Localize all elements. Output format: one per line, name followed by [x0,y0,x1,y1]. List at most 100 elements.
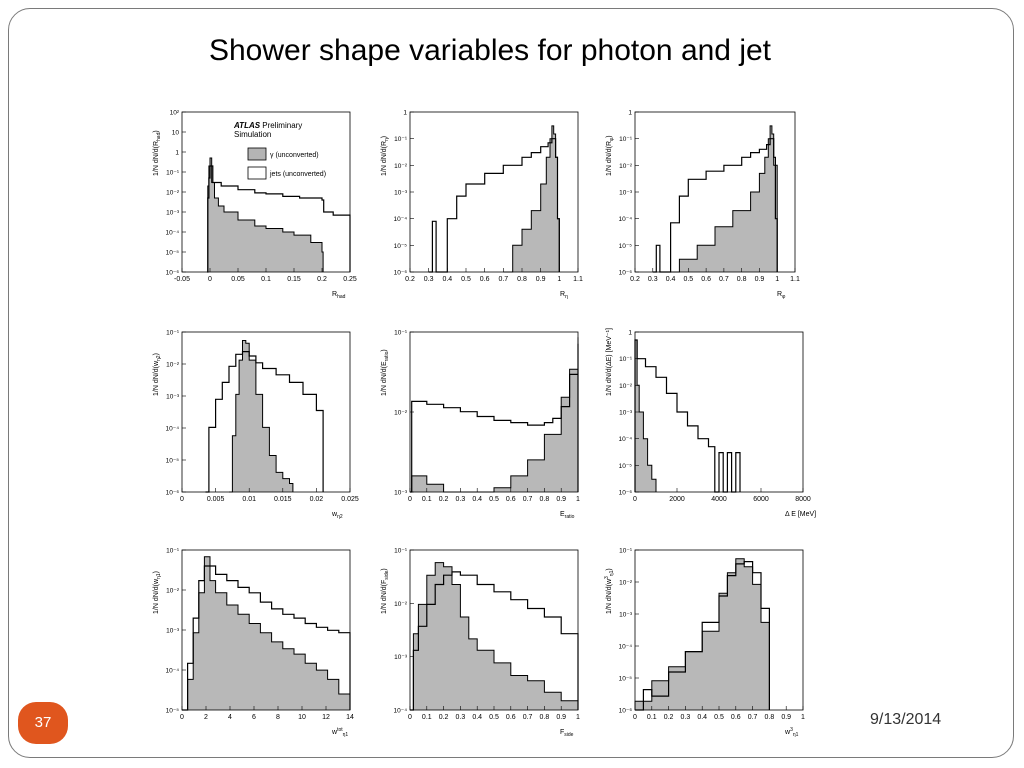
x-tick-label: 2 [204,714,208,721]
y-tick-label: 10⁻⁶ [166,490,180,497]
x-tick-label: 0 [180,496,184,503]
x-tick-label: 0 [633,714,637,721]
svg-text:1/N dN/d(ΔE) [MeV⁻¹]: 1/N dN/d(ΔE) [MeV⁻¹] [606,328,613,396]
x-tick-label: 0.02 [310,496,324,503]
x-tick-label: 0.2 [630,276,640,283]
panel-eratio: 0 0.1 0.2 0.3 0.4 0.5 0.6 0.7 0.8 0.9 1 10⁻³ 10⁻² 10⁻… [381,330,580,521]
x-tick-label: 0.8 [540,714,550,721]
panel-rphi: 0.2 0.3 0.4 0.5 0.6 0.7 0.8 0.9 1 1.1 10⁻⁶ 10⁻⁵ 10⁻⁴… [606,110,800,301]
x-tick-label: 0.6 [731,714,741,721]
x-tick-label: 14 [346,714,354,721]
x-tick-label: -0.05 [174,276,190,283]
x-axis-label: w3η1 [784,727,799,738]
x-tick-label: 0.2 [317,276,327,283]
x-axis-label: Eratio [560,511,575,520]
svg-text:1/N dN/d(Rφ): 1/N dN/d(Rφ) [606,135,615,176]
svg-text:1/N dN/d(Eratio): 1/N dN/d(Eratio) [381,349,390,396]
x-axis-label: wtotη1 [331,727,348,738]
jet-histogram [410,343,579,493]
y-tick-label: 10⁻² [619,383,633,390]
x-tick-label: 0.6 [506,714,516,721]
svg-text:1/N dN/d(Rη): 1/N dN/d(Rη) [381,136,390,176]
x-axis-label: Rhad [332,291,346,300]
y-tick-label: 1 [628,330,632,337]
x-tick-label: 0.9 [556,714,566,721]
y-tick-label: 10⁻² [619,580,633,587]
x-tick-label: 0 [633,496,637,503]
y-tick-label: 10⁻⁶ [166,270,180,277]
x-tick-label: 0.9 [536,276,546,283]
y-tick-label: 10⁻² [394,601,408,608]
y-tick-label: 10⁻¹ [619,136,633,143]
y-tick-label: 10⁻⁶ [619,708,633,715]
x-tick-label: 0.005 [207,496,225,503]
y-tick-label: 1 [175,150,179,157]
svg-text:1/N dN/d(Fside): 1/N dN/d(Fside) [381,568,390,614]
x-tick-label: 0.8 [540,496,550,503]
y-tick-label: 10⁻⁴ [619,216,633,223]
y-tick-label: 10⁻⁴ [394,216,408,223]
jet-histogram [635,561,770,711]
jet-histogram [634,339,741,493]
x-tick-label: 0.3 [648,276,658,283]
y-tick-label: 10⁻⁴ [166,426,180,433]
y-tick-label: 10⁻¹ [166,548,180,555]
svg-text:1/N dN/d(w3η1): 1/N dN/d(w3η1) [604,568,615,614]
x-tick-label: 0.9 [755,276,765,283]
y-axis-label: 1/N dN/d(w3η1) [604,568,615,614]
y-axis-label: 1/N dN/d(wη2) [153,353,162,396]
y-tick-label: 10⁻¹ [394,330,408,337]
x-tick-label: 0.5 [683,276,693,283]
y-tick-label: 10⁻³ [619,410,633,417]
x-tick-label: 4000 [711,496,727,503]
x-tick-label: 0 [408,496,412,503]
x-tick-label: 0.2 [405,276,415,283]
svg-text:1/N dN/d(wη2): 1/N dN/d(wη2) [153,353,162,396]
panel-wetatot: 0 2 4 6 8 10 12 14 10⁻⁵ 10⁻⁴ 10⁻³ 10⁻² 10⁻¹ wtotη1 1/N… [153,548,354,739]
y-tick-label: 10⁻² [394,163,408,170]
legend-photon-swatch [247,147,267,161]
x-tick-label: 0.5 [489,496,499,503]
y-tick-label: 10⁻² [166,362,180,369]
x-tick-label: 1 [775,276,779,283]
y-tick-label: 10⁻³ [394,490,408,497]
y-tick-label: 10⁻¹ [166,330,180,337]
x-tick-label: 0.6 [480,276,490,283]
jet-histogram [205,351,324,493]
y-tick-label: 10⁻² [394,410,408,417]
x-tick-label: 0.3 [456,714,466,721]
x-tick-label: 0.6 [506,496,516,503]
panel-weta3: 0 0.1 0.2 0.3 0.4 0.5 0.6 0.7 0.8 0.9 1 10⁻⁶ 10⁻⁵ 10⁻… [604,548,805,739]
y-tick-label: 10⁻³ [619,612,633,619]
x-tick-label: 1 [576,714,580,721]
x-tick-label: 0.9 [781,714,791,721]
panel-rhad: -0.05 0 0.05 0.1 0.15 0.2 0.25 10⁻⁶ 10⁻⁵ 10⁻⁴ 10⁻³… [153,110,357,301]
x-tick-label: 0.4 [442,276,452,283]
y-tick-label: 10⁻³ [394,190,408,197]
x-tick-label: 0 [208,276,212,283]
y-tick-label: 10⁻³ [166,628,180,635]
photon-histogram [503,125,560,273]
photon-histogram [182,556,351,711]
y-tick-label: 10⁻⁵ [619,676,633,683]
x-tick-label: 0.1 [422,496,432,503]
x-tick-label: 0.7 [719,276,729,283]
legend-jet-swatch [247,166,267,180]
x-tick-label: 0.5 [489,714,499,721]
x-tick-label: 0.5 [714,714,724,721]
x-tick-label: 0.9 [556,496,566,503]
x-tick-label: 0.7 [748,714,758,721]
y-tick-label: 10⁻⁵ [166,458,180,465]
y-tick-label: 10⁻⁴ [166,230,180,237]
y-tick-label: 10⁻⁴ [619,436,633,443]
y-axis-label: 1/N dN/d(Rη) [381,136,390,176]
legend-photon-label: γ (unconverted) [270,152,319,159]
x-tick-label: 4 [228,714,232,721]
jet-histogram [182,565,351,711]
y-tick-label: 10⁻⁴ [619,644,633,651]
y-tick-label: 10⁻¹ [619,548,633,555]
x-tick-label: 0.2 [439,496,449,503]
x-tick-label: 1 [576,496,580,503]
page-number-badge: 37 [18,702,68,744]
x-tick-label: 10 [298,714,306,721]
